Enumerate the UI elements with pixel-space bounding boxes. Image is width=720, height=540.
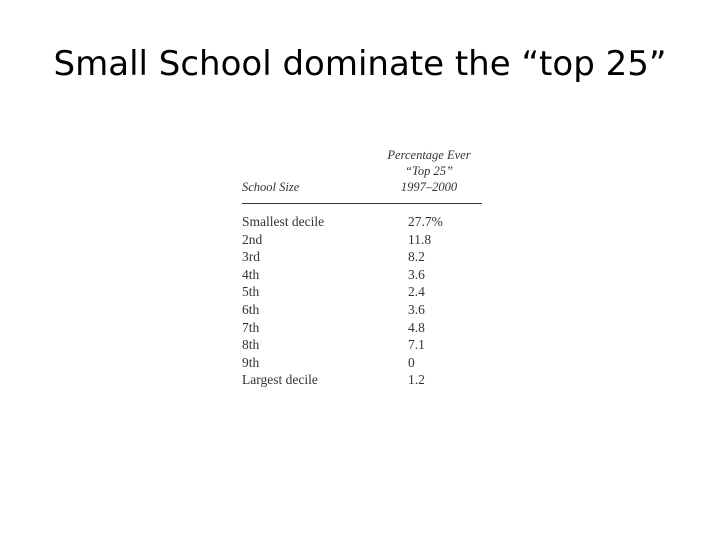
table-header: School Size Percentage Ever “Top 25” 199… [242, 145, 484, 203]
school-size-cell: 6th [242, 301, 260, 317]
percentage-header-line-3: 1997–2000 [400, 180, 458, 194]
percentage-cell: 4.8 [408, 319, 425, 335]
table-row: 4th 3.6 [242, 267, 484, 285]
percentage-cell: 7.1 [408, 337, 425, 353]
percentage-cell: 11.8 [408, 231, 432, 247]
school-size-cell: 3rd [242, 249, 260, 265]
school-size-cell: Smallest decile [242, 214, 325, 229]
percentage-header-line-1: Percentage Ever [387, 148, 471, 162]
table-row: 3rd 8.2 [242, 249, 484, 267]
percentage-cell: 2.4 [408, 284, 425, 300]
school-size-cell: 7th [242, 319, 260, 335]
school-size-table: School Size Percentage Ever “Top 25” 199… [242, 145, 484, 390]
percentage-cell: 0 [408, 354, 415, 370]
percentage-cell: 8.2 [408, 249, 425, 265]
school-size-header: School Size [242, 180, 300, 194]
school-size-cell: Largest decile [242, 372, 318, 388]
percentage-cell: 3.6 [408, 301, 425, 317]
school-size-cell: 8th [242, 337, 260, 353]
school-size-cell: 4th [242, 266, 260, 282]
table-body: Smallest decile 27.7% 2nd 11.8 3rd 8.2 4… [242, 214, 484, 390]
table-row: 7th 4.8 [242, 320, 484, 338]
percentage-header: Percentage Ever “Top 25” 1997–2000 [374, 147, 484, 195]
table-row: 6th 3.6 [242, 302, 484, 320]
school-size-cell: 2nd [242, 231, 263, 247]
table-row: 2nd 11.8 [242, 232, 484, 250]
table-row: 8th 7.1 [242, 337, 484, 355]
table-row: 5th 2.4 [242, 284, 484, 302]
school-size-cell: 5th [242, 284, 260, 300]
table-row: Smallest decile 27.7% [242, 214, 484, 232]
header-rule [242, 203, 482, 204]
school-size-cell: 9th [242, 354, 260, 370]
slide-title: Small School dominate the “top 25” [53, 44, 667, 84]
percentage-cell: 1.2 [408, 372, 425, 388]
table-row: Largest decile 1.2 [242, 372, 484, 390]
percentage-header-line-2: “Top 25” [405, 164, 453, 178]
percentage-cell: 27.7% [408, 214, 443, 229]
percentage-cell: 3.6 [408, 266, 425, 282]
table-row: 9th 0 [242, 355, 484, 373]
